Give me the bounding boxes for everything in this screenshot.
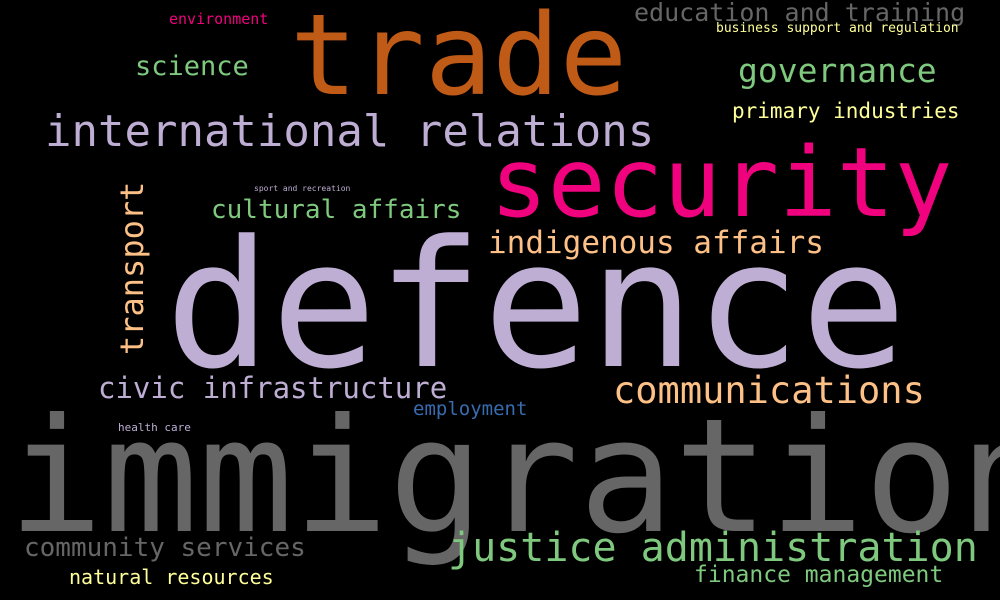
word-finance-management: finance management <box>694 562 944 588</box>
word-communications: communications <box>613 369 925 412</box>
word-community-services: community services <box>24 533 306 563</box>
word-civic-infrastructure: civic infrastructure <box>98 371 448 405</box>
word-science: science <box>135 51 249 82</box>
word-international-relations: international relations <box>45 106 655 157</box>
word-education-and-training: education and training <box>634 0 966 27</box>
word-immigration: immigration <box>8 385 1000 569</box>
word-transport: transport <box>113 181 151 355</box>
word-security: security <box>490 127 953 239</box>
word-employment: employment <box>413 398 528 420</box>
word-cultural-affairs: cultural affairs <box>211 195 462 225</box>
word-sport-and-recreation: sport and recreation <box>254 184 351 193</box>
word-primary-industries: primary industries <box>732 99 960 123</box>
word-natural-resources: natural resources <box>69 565 274 589</box>
word-indigenous-affairs: indigenous affairs <box>488 225 824 261</box>
word-justice-administration: justice administration <box>448 525 978 571</box>
word-health-care: health care <box>118 421 191 434</box>
word-defence: defence <box>165 203 907 408</box>
word-environment: environment <box>169 10 269 28</box>
word-trade: trade <box>290 0 628 121</box>
word-business-support-and-regulation: business support and regulation <box>716 21 959 36</box>
word-governance: governance <box>738 51 937 90</box>
